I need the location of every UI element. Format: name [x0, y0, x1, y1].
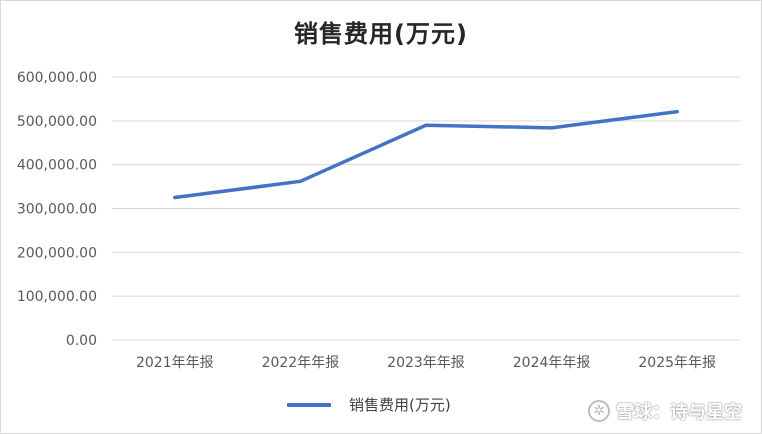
- x-tick-label: 2024年年报: [513, 355, 591, 371]
- y-tick-label: 100,000.00: [17, 289, 97, 305]
- y-tick-label: 300,000.00: [17, 202, 97, 218]
- data-point: [424, 123, 428, 127]
- y-tick-label: 0.00: [66, 333, 97, 349]
- watermark-text: 雪球：诗与星空: [616, 402, 742, 423]
- data-point: [298, 179, 302, 183]
- data-point: [550, 126, 554, 130]
- x-tick-label: 2025年年报: [638, 355, 716, 371]
- x-tick-label: 2023年年报: [387, 355, 465, 371]
- data-point: [173, 196, 177, 200]
- y-tick-label: 500,000.00: [17, 114, 97, 130]
- data-point: [675, 110, 679, 114]
- chart-title: 销售费用(万元): [294, 20, 468, 48]
- watermark: ✲ 雪球：诗与星空: [588, 398, 742, 424]
- xueqiu-logo-icon: ✲: [588, 400, 610, 422]
- legend-swatch: [287, 402, 331, 407]
- legend-label: 销售费用(万元): [349, 396, 451, 414]
- x-tick-label: 2022年年报: [262, 355, 340, 371]
- y-tick-label: 400,000.00: [17, 158, 97, 174]
- x-tick-label: 2021年年报: [136, 355, 214, 371]
- y-tick-label: 200,000.00: [17, 245, 97, 261]
- legend: 销售费用(万元): [287, 394, 451, 415]
- y-tick-label: 600,000.00: [17, 70, 97, 86]
